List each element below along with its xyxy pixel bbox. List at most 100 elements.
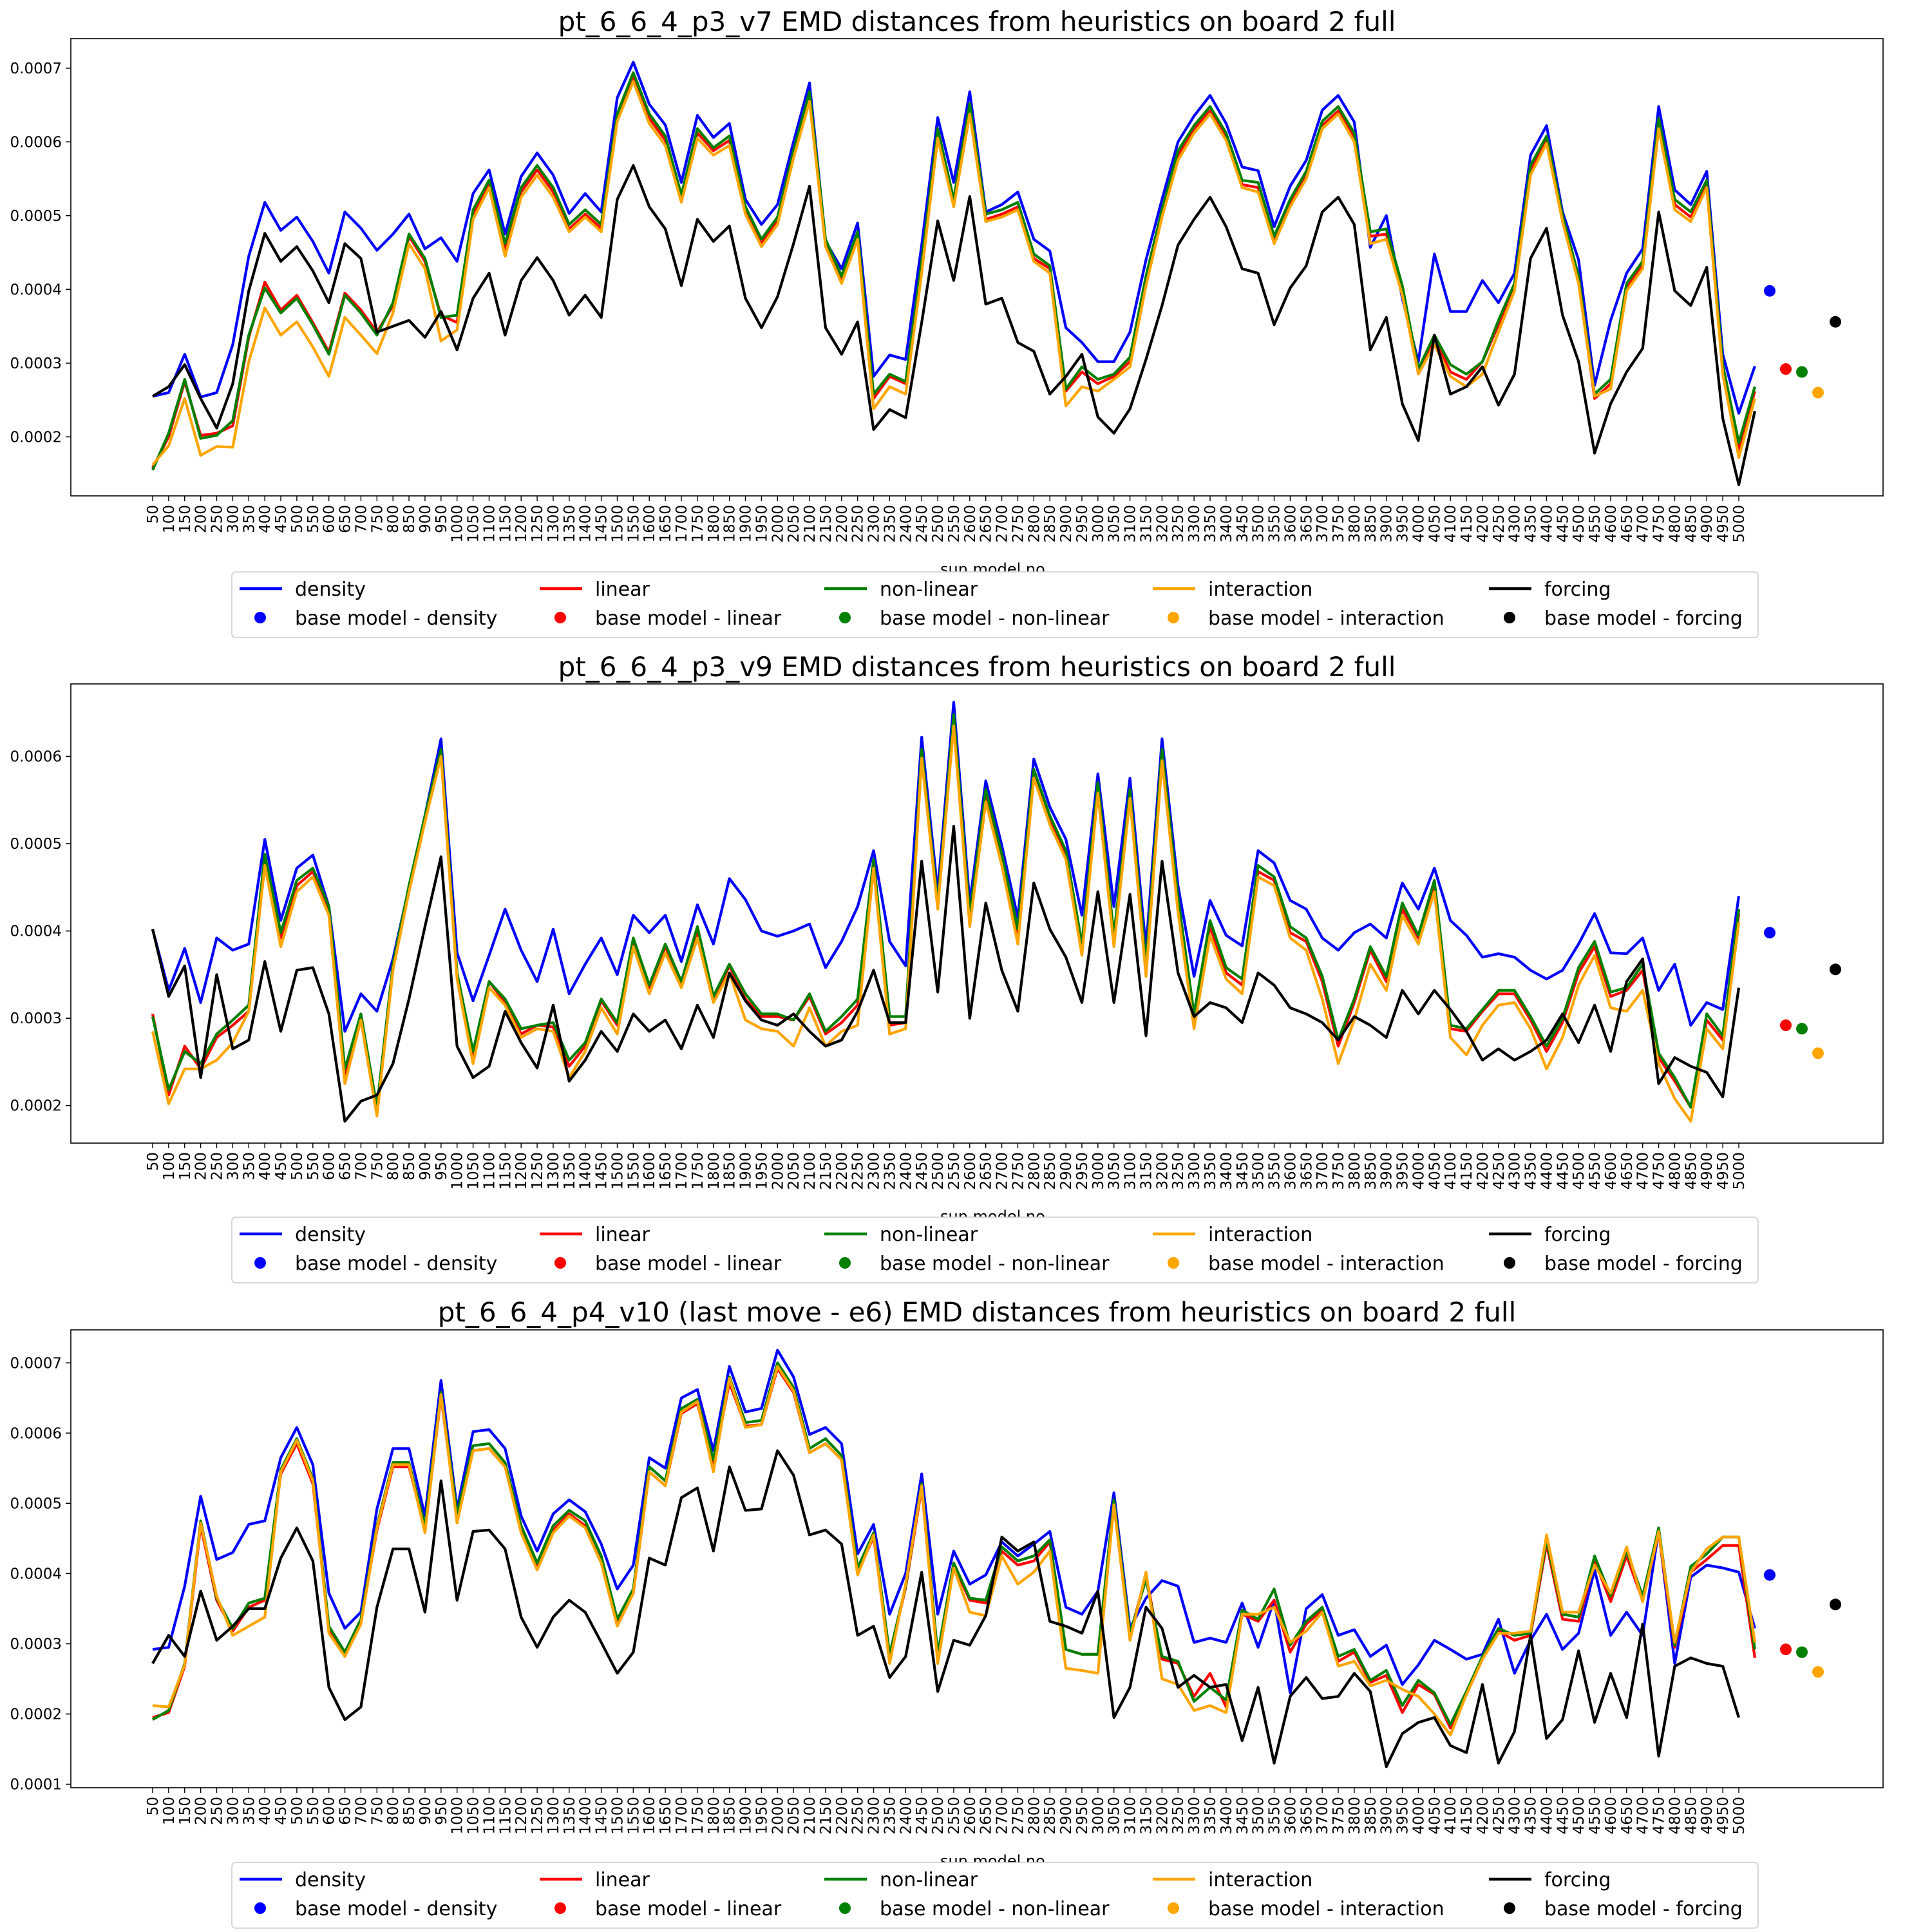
y-axis: 0.0002 0.0003 0.0004 0.0005 0.0006 (10, 749, 71, 1115)
legend-dot-swatch (254, 1257, 266, 1269)
y-tick-label: 0.0004 (10, 923, 62, 940)
x-tick-label: 4200 (1475, 1797, 1492, 1835)
x-tick-label: 4700 (1635, 1797, 1652, 1835)
x-tick-label: 4950 (1715, 1152, 1732, 1190)
x-tick-label: 2450 (914, 1152, 931, 1190)
x-tick-label: 600 (321, 1152, 338, 1180)
legend-entry: density (295, 578, 366, 601)
x-tick-label: 3200 (1154, 1797, 1171, 1835)
x-tick-label: 1050 (466, 1152, 482, 1190)
x-tick-label: 2850 (1042, 505, 1059, 543)
x-tick-label: 650 (337, 505, 354, 533)
x-tick-label: 1700 (674, 1152, 690, 1190)
x-tick-label: 1450 (594, 1152, 611, 1190)
x-tick-label: 4300 (1507, 1152, 1524, 1190)
base-point-non-linear (1796, 366, 1808, 378)
x-tick-label: 1600 (641, 1152, 658, 1190)
x-tick-label: 100 (161, 1152, 178, 1180)
x-tick-label: 400 (257, 1152, 274, 1180)
x-tick-label: 2550 (946, 1797, 963, 1835)
legend-entry: forcing (1544, 578, 1611, 601)
legend-entry: linear (595, 1869, 650, 1891)
x-tick-label: 1400 (578, 1152, 594, 1190)
legend-dot-swatch (554, 1257, 566, 1269)
base-point-linear (1780, 1643, 1792, 1656)
plot-area (70, 683, 1884, 1144)
legend-entry: base model - non-linear (880, 1898, 1110, 1920)
x-tick-label: 1550 (625, 505, 642, 543)
x-tick-label: 1250 (529, 505, 546, 543)
x-tick-label: 4650 (1619, 505, 1636, 543)
x-tick-label: 2800 (1026, 505, 1043, 543)
x-tick-label: 4100 (1443, 1152, 1459, 1190)
y-tick-label: 0.0002 (10, 429, 62, 446)
legend-entry: base model - linear (595, 1898, 782, 1920)
x-tick-label: 50 (145, 1152, 162, 1171)
x-tick-label: 3750 (1331, 1797, 1347, 1835)
base-point-density (1764, 285, 1776, 297)
x-tick-label: 1500 (609, 505, 626, 543)
x-tick-label: 3050 (1106, 1797, 1123, 1835)
x-tick-label: 850 (401, 1152, 418, 1180)
x-tick-label: 1550 (625, 1152, 642, 1190)
x-tick-label: 2850 (1042, 1152, 1059, 1190)
x-tick-label: 2500 (930, 1152, 947, 1190)
legend-entry: forcing (1544, 1224, 1611, 1246)
x-tick-label: 2850 (1042, 1797, 1059, 1835)
x-tick-label: 850 (401, 505, 418, 533)
x-tick-label: 4850 (1683, 505, 1700, 543)
x-tick-label: 4300 (1507, 505, 1524, 543)
x-tick-label: 5000 (1731, 1797, 1748, 1835)
x-tick-label: 2600 (962, 1152, 979, 1190)
x-tick-label: 3350 (1202, 1797, 1219, 1835)
x-tick-label: 3200 (1154, 1152, 1171, 1190)
series-line-forcing (151, 164, 1756, 486)
x-tick-label: 3100 (1122, 1797, 1139, 1835)
x-tick-label: 1200 (513, 505, 530, 543)
x-tick-label: 3250 (1170, 1152, 1187, 1190)
x-tick-label: 350 (241, 1152, 258, 1180)
x-tick-label: 750 (369, 1152, 386, 1180)
x-tick-label: 4550 (1587, 1152, 1604, 1190)
legend-entry: non-linear (880, 1869, 978, 1891)
x-tick-label: 5000 (1731, 1152, 1748, 1190)
x-tick-label: 850 (401, 1797, 418, 1825)
x-tick-label: 2050 (786, 505, 802, 543)
x-tick-label: 1650 (658, 1152, 674, 1190)
x-tick-label: 3150 (1138, 1797, 1155, 1835)
y-tick-label: 0.0006 (10, 134, 62, 151)
legend-box (231, 1862, 1759, 1929)
base-point-forcing (1830, 963, 1841, 976)
x-tick-label: 2750 (1010, 505, 1027, 543)
x-tick-label: 4000 (1410, 1797, 1427, 1835)
legend-entry: base model - interaction (1208, 607, 1444, 630)
x-tick-label: 1950 (753, 505, 770, 543)
x-tick-label: 3400 (1218, 1152, 1235, 1190)
x-tick-label: 700 (353, 1152, 370, 1180)
y-tick-label: 0.0002 (10, 1706, 62, 1723)
x-tick-label: 1100 (481, 505, 498, 543)
x-tick-label: 300 (225, 1797, 242, 1825)
x-tick-label: 1750 (690, 505, 706, 543)
x-tick-label: 3050 (1106, 1152, 1123, 1190)
x-tick-label: 3950 (1395, 1152, 1412, 1190)
chart-title: pt_6_6_4_p3_v7 EMD distances from heuris… (558, 6, 1396, 37)
x-tick-label: 4550 (1587, 505, 1604, 543)
legend-entry: non-linear (880, 1224, 978, 1246)
x-tick-label: 3400 (1218, 505, 1235, 543)
x-tick-label: 2900 (1058, 505, 1075, 543)
x-tick-label: 1500 (609, 1797, 626, 1835)
x-tick-label: 2650 (978, 505, 995, 543)
x-tick-label: 1150 (497, 505, 514, 543)
x-tick-label: 4400 (1539, 1797, 1555, 1835)
x-tick-label: 450 (273, 1797, 290, 1825)
x-tick-label: 3750 (1331, 505, 1347, 543)
y-tick-label: 0.0004 (10, 1566, 62, 1582)
base-point-linear (1780, 1019, 1792, 1032)
x-tick-label: 3300 (1186, 505, 1203, 543)
legend-entry: linear (595, 1224, 650, 1246)
x-tick-label: 500 (289, 1797, 306, 1825)
legend-dot-swatch (1168, 612, 1179, 623)
x-tick-label: 3700 (1314, 1797, 1331, 1835)
x-tick-label: 2700 (994, 505, 1011, 543)
